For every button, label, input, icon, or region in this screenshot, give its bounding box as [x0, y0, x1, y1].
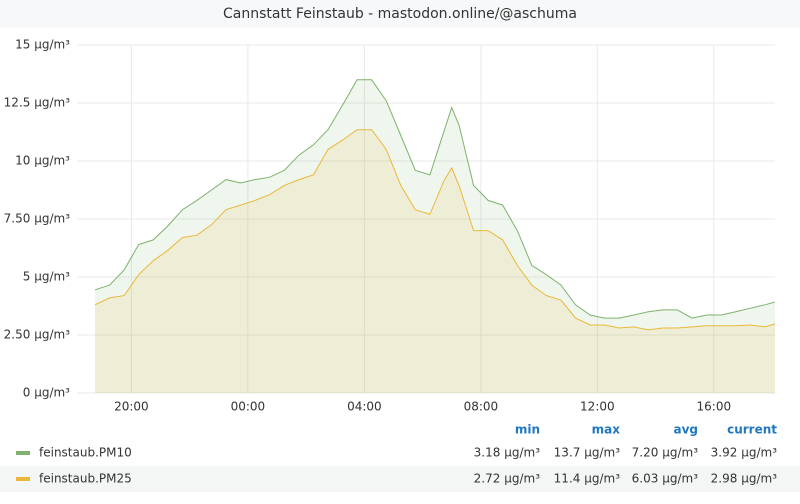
x-tick-label: 20:00 — [114, 400, 149, 414]
legend-label: feinstaub.PM10 — [39, 446, 132, 460]
legend-header: avg — [673, 423, 698, 437]
series-line — [94, 79, 776, 319]
x-tick-label: 04:00 — [347, 400, 382, 414]
legend-value: 3.18 µg/m³ — [474, 446, 541, 460]
legend-header: max — [592, 423, 621, 437]
legend-header: min — [515, 423, 540, 437]
legend-value: 11.4 µg/m³ — [554, 472, 621, 486]
legend-value: 7.20 µg/m³ — [632, 446, 699, 460]
chart-title: Cannstatt Feinstaub - mastodon.online/@a… — [223, 6, 577, 22]
legend-value: 3.92 µg/m³ — [711, 446, 778, 460]
y-tick-label: 5 µg/m³ — [23, 270, 70, 284]
x-tick-label: 12:00 — [580, 400, 615, 414]
area-fill — [95, 129, 775, 393]
series-line — [94, 129, 776, 331]
y-tick-label: 2.50 µg/m³ — [4, 328, 71, 342]
y-tick-label: 12.5 µg/m³ — [4, 96, 71, 110]
legend-row-bg — [0, 466, 800, 492]
title-bar — [0, 0, 800, 28]
y-tick-label: 15 µg/m³ — [15, 38, 70, 52]
x-tick-label: 00:00 — [231, 400, 266, 414]
legend-label: feinstaub.PM25 — [39, 472, 132, 486]
y-tick-label: 10 µg/m³ — [15, 154, 70, 168]
legend-value: 13.7 µg/m³ — [554, 446, 621, 460]
y-tick-label: 7.50 µg/m³ — [4, 212, 71, 226]
legend-value: 2.98 µg/m³ — [711, 472, 778, 486]
legend-value: 6.03 µg/m³ — [632, 472, 699, 486]
legend-value: 2.72 µg/m³ — [474, 472, 541, 486]
y-tick-label: 0 µg/m³ — [23, 386, 70, 400]
legend-header: current — [727, 423, 777, 437]
x-tick-label: 08:00 — [464, 400, 499, 414]
x-tick-label: 16:00 — [697, 400, 732, 414]
area-fill — [95, 79, 775, 394]
